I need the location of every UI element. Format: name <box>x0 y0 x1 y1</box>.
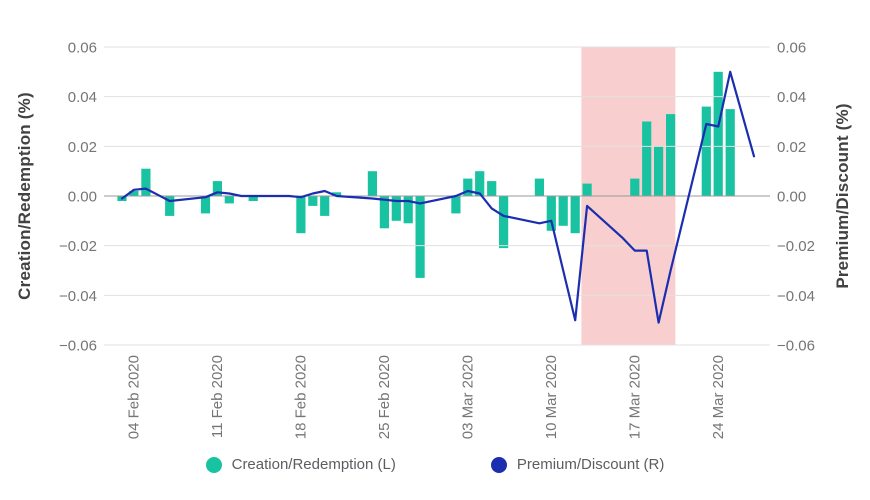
svg-text:0.06: 0.06 <box>68 40 97 57</box>
svg-text:18 Feb 2020: 18 Feb 2020 <box>292 355 309 439</box>
svg-text:0.06: 0.06 <box>777 40 806 57</box>
premium-discount-swatch-icon <box>490 456 507 473</box>
svg-text:0.04: 0.04 <box>68 89 97 106</box>
plot-area: 0.060.040.020.00−0.02−0.04−0.060.060.040… <box>59 40 815 440</box>
svg-text:11 Feb 2020: 11 Feb 2020 <box>209 355 226 438</box>
svg-text:04 Feb 2020: 04 Feb 2020 <box>125 355 142 439</box>
svg-text:03 Mar 2020: 03 Mar 2020 <box>459 355 476 439</box>
svg-text:0.04: 0.04 <box>777 89 806 106</box>
svg-text:−0.02: −0.02 <box>59 238 97 255</box>
svg-text:24 Mar 2020: 24 Mar 2020 <box>710 355 727 439</box>
svg-text:−0.04: −0.04 <box>777 288 815 305</box>
gridlines <box>104 46 770 346</box>
svg-text:0.02: 0.02 <box>777 139 806 156</box>
y-axis-labels-right: 0.06 0.04 0.02 0.00 −0.02 −0.04 −0.06 <box>777 40 815 355</box>
x-axis-labels: 04 Feb 2020 11 Feb 2020 18 Feb 2020 25 Feb … <box>125 355 726 439</box>
svg-text:0.00: 0.00 <box>777 189 806 206</box>
svg-text:−0.02: −0.02 <box>777 238 815 255</box>
legend-label-premium-discount: Premium/Discount (R) <box>516 456 665 473</box>
svg-text:25 Feb 2020: 25 Feb 2020 <box>376 355 393 439</box>
svg-text:10 Mar 2020: 10 Mar 2020 <box>543 355 560 439</box>
y-axis-labels-left: 0.06 0.04 0.02 0.00 −0.02 −0.04 −0.06 <box>59 40 97 355</box>
left-axis-title: Creation/Redemption (%) <box>15 92 34 300</box>
creation-redemption-swatch-icon <box>205 456 222 473</box>
svg-text:17 Mar 2020: 17 Mar 2020 <box>626 355 643 439</box>
svg-text:0.02: 0.02 <box>68 139 97 156</box>
svg-text:−0.04: −0.04 <box>59 288 97 305</box>
legend-item-creation-redemption[interactable]: Creation/Redemption (L) <box>205 456 396 473</box>
bars-series <box>117 71 735 278</box>
line-series <box>120 70 756 324</box>
svg-text:0.00: 0.00 <box>68 189 97 206</box>
legend-item-premium-discount[interactable]: Premium/Discount (R) <box>490 456 665 473</box>
svg-text:−0.06: −0.06 <box>59 338 97 355</box>
svg-text:−0.06: −0.06 <box>777 338 815 355</box>
legend: Creation/Redemption (L) Premium/Discount… <box>0 456 870 473</box>
right-axis-title: Premium/Discount (%) <box>833 103 852 289</box>
legend-label-creation-redemption: Creation/Redemption (L) <box>231 456 396 473</box>
